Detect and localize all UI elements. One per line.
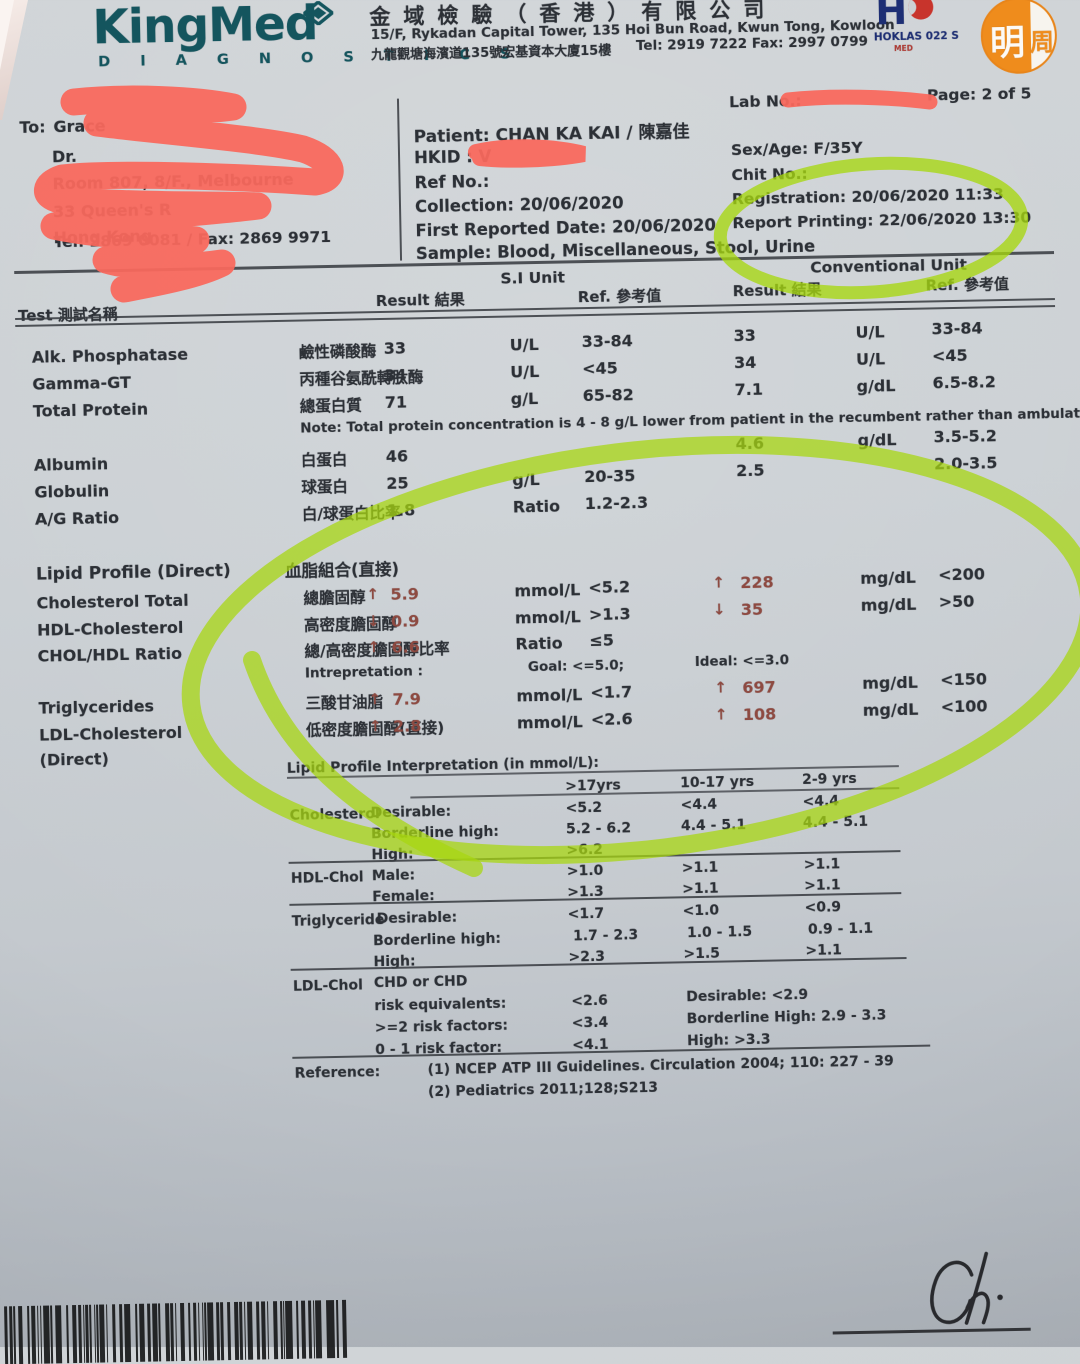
- kingmed-diamond-icon: [303, 0, 334, 26]
